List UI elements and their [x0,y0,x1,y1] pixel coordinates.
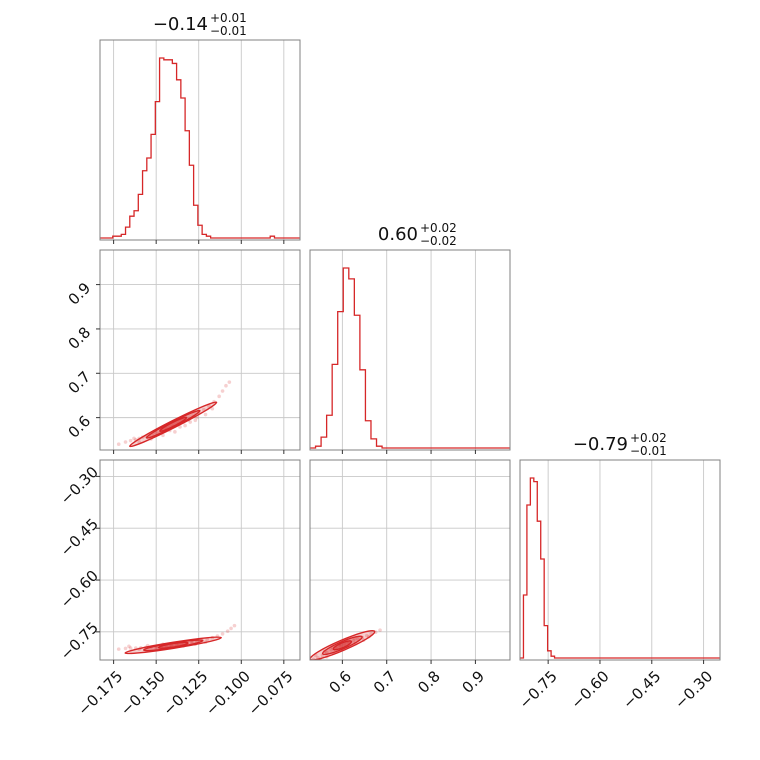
x-tick-label-p1-2: 0.8 [414,667,444,697]
scatter-point [183,423,187,428]
scatter-point [193,418,198,423]
histogram-0 [100,57,300,239]
scatter-point [116,442,121,447]
scatter-point [123,440,128,444]
scatter-point [178,425,182,429]
hist-panel-2 [519,459,721,664]
scatter-point [225,629,230,633]
title-median: −0.79 [573,434,628,455]
y-tick-label-p1-0: 0.6 [65,412,95,442]
hist-panel-1 [309,249,511,454]
scatter-point [173,430,177,434]
contour-level-1 [321,635,363,656]
scatter-point [116,647,121,651]
x-tick-label-p2-3: −0.30 [671,667,716,712]
x-tick-label-p2-0: −0.75 [516,667,561,712]
y-tick-label-p2-3: −0.30 [57,463,102,508]
scatter-point [227,380,232,384]
x-tick-label-p2-2: −0.45 [619,667,664,712]
y-tick-label-p1-2: 0.8 [65,323,95,353]
x-tick-label-p1-0: 0.6 [326,667,356,697]
scatter-point [220,632,225,636]
title-upper: +0.02 [420,221,457,235]
hist-panel-0 [99,39,301,244]
contour-level-2 [129,401,218,448]
x-tick-label-p0-1: −0.150 [117,667,169,719]
x-tick-label-p0-4: −0.075 [245,667,297,719]
panel-title-1: 0.60 +0.02−0.02 [378,221,457,248]
histogram-2 [520,477,721,659]
scatter-point [207,404,211,408]
panel-frame [99,459,301,661]
x-tick-label-p2-1: −0.60 [567,667,612,712]
joint-content [310,628,382,660]
contour-level-0 [159,416,188,432]
contour-level-0 [332,640,353,651]
scatter-point [329,648,334,652]
panel-frame [99,39,301,241]
joint-panel-0-1 [96,249,301,454]
scatter-point [132,436,136,441]
x-tick-label-p0-2: −0.125 [159,667,211,719]
y-tick-label-p2-0: −0.75 [57,618,102,663]
title-lower: −0.02 [420,234,457,248]
title-upper: +0.02 [630,431,667,445]
scatter-point [364,633,369,638]
joint-panel-0-2 [96,459,301,664]
panel-frame [99,249,301,451]
scatter-point [123,646,128,651]
joint-panel-1-2 [309,459,511,664]
title-lower: −0.01 [210,24,247,38]
title-median: −0.14 [153,14,208,35]
contour-level-1 [145,409,201,439]
scatter-point [205,637,210,642]
x-tick-label-p1-3: 0.9 [459,667,489,697]
panel-title-2: −0.79 +0.02−0.01 [573,431,667,458]
scatter-point [128,438,133,443]
scatter-point [378,628,382,632]
scatter-point [127,644,131,649]
scatter-point [229,626,233,631]
panel-frame [309,459,511,661]
scatter-point [203,412,208,417]
scatter-point [351,639,356,643]
contour-level-2 [124,636,222,655]
scatter-point [224,383,228,388]
joint-content [116,380,232,448]
y-tick-label-p2-1: −0.60 [57,567,102,612]
joint-content [116,623,237,655]
scatter-point [220,389,225,393]
title-lower: −0.01 [630,444,667,458]
title-median: 0.60 [378,224,418,245]
panel-title-0: −0.14 +0.01−0.01 [153,11,247,38]
scatter-point [188,420,193,424]
title-upper: +0.01 [210,11,247,25]
panel-frame [309,249,511,451]
x-tick-label-p0-3: −0.100 [202,667,254,719]
scatter-point [217,394,221,399]
histogram-1 [310,267,510,449]
x-tick-label-p1-1: 0.7 [370,667,400,697]
panel-frame [519,459,721,661]
scatter-point [232,623,237,628]
x-tick-label-p0-0: −0.175 [74,667,126,719]
y-tick-label-p2-2: −0.45 [57,515,102,560]
y-tick-label-p1-3: 0.9 [65,279,95,309]
scatter-point [128,646,133,650]
y-tick-label-p1-1: 0.7 [65,368,95,398]
scatter-point [342,642,347,647]
